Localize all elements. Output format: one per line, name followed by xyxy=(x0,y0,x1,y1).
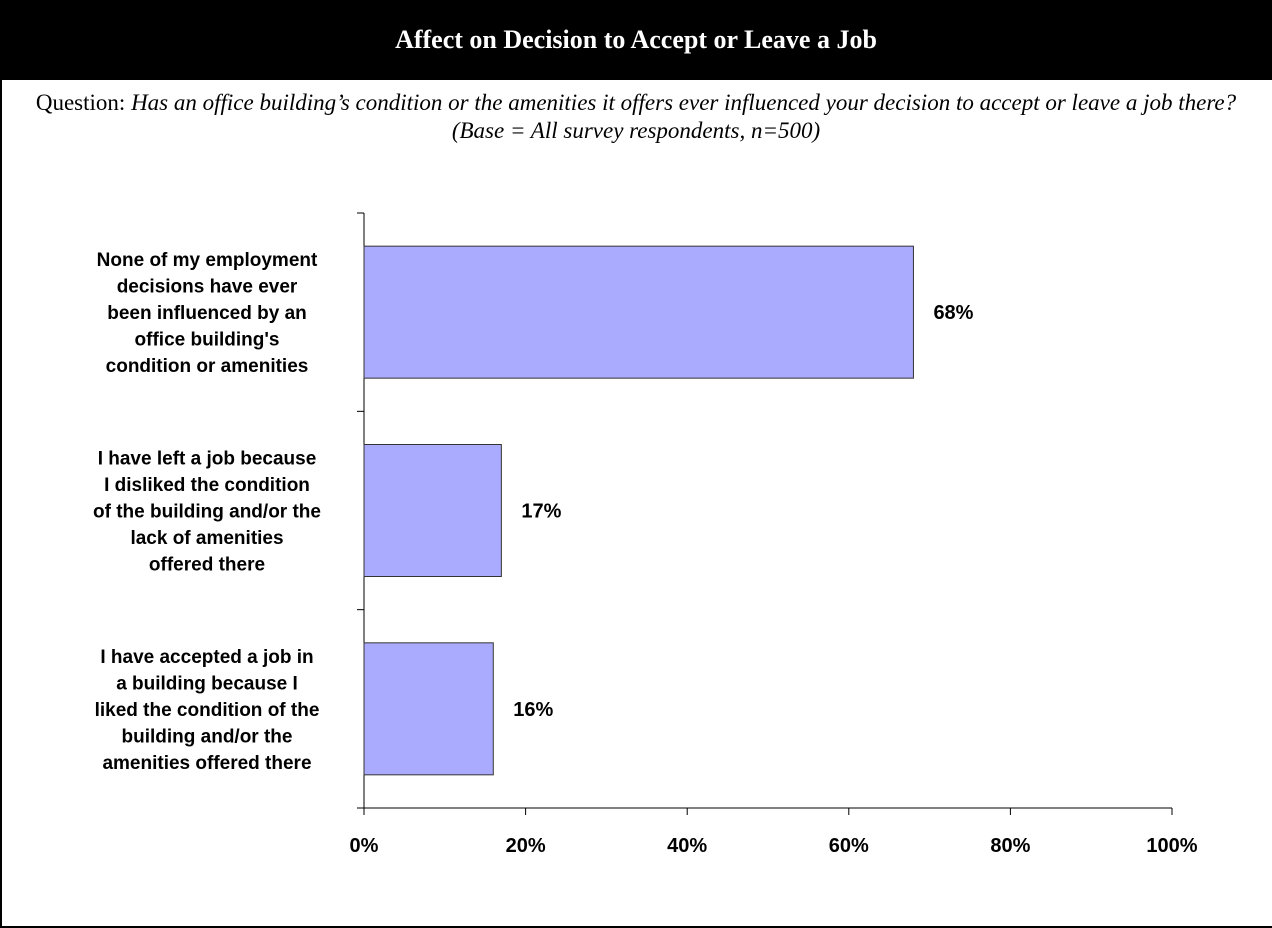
category-label: I have left a job because I disliked the … xyxy=(93,449,321,576)
category-label-line: been influenced by an xyxy=(107,303,307,324)
category-label-line: I have left a job because xyxy=(98,449,317,470)
question-block: Question: Has an office building’s condi… xyxy=(20,89,1252,145)
category-label-line: a building because I xyxy=(116,673,298,694)
category-label-line: lack of amenities xyxy=(130,528,283,549)
category-label-line: condition or amenities xyxy=(106,356,309,377)
data-label: 17% xyxy=(521,501,561,523)
category-label: I have accepted a job in a building becau… xyxy=(95,647,320,774)
category-label-line: I have accepted a job in xyxy=(100,647,313,668)
data-label: 68% xyxy=(933,302,973,324)
x-tick-label: 40% xyxy=(667,835,707,857)
category-label-line: I disliked the condition xyxy=(104,475,310,496)
category-label-line: office building's xyxy=(135,330,280,351)
chart-header: Affect on Decision to Accept or Leave a … xyxy=(0,0,1272,80)
bar xyxy=(363,444,502,577)
bar xyxy=(363,642,494,776)
category-label-line: decisions have ever xyxy=(117,277,298,298)
x-tick-label: 100% xyxy=(1146,835,1197,857)
x-tick-label: 60% xyxy=(829,835,869,857)
category-label-line: of the building and/or the xyxy=(93,502,321,523)
data-label: 16% xyxy=(513,699,553,721)
x-tick-label: 80% xyxy=(990,835,1030,857)
chart-title: Affect on Decision to Accept or Leave a … xyxy=(395,25,877,54)
question-label: Question: xyxy=(35,90,126,115)
category-label-line: None of my employment xyxy=(97,250,318,271)
question-base: (Base = All survey respondents, n=500) xyxy=(451,118,821,143)
question-text: Has an office building’s condition or th… xyxy=(131,90,1237,115)
category-label-line: amenities offered there xyxy=(102,753,311,774)
category-label: None of my employment decisions have ever… xyxy=(97,250,318,377)
category-label-line: offered there xyxy=(149,555,265,576)
x-tick-label: 20% xyxy=(506,835,546,857)
category-label-line: building and/or the xyxy=(122,726,293,747)
bar xyxy=(363,245,914,379)
category-label-line: liked the condition of the xyxy=(95,700,320,721)
x-tick-label: 0% xyxy=(350,835,379,857)
